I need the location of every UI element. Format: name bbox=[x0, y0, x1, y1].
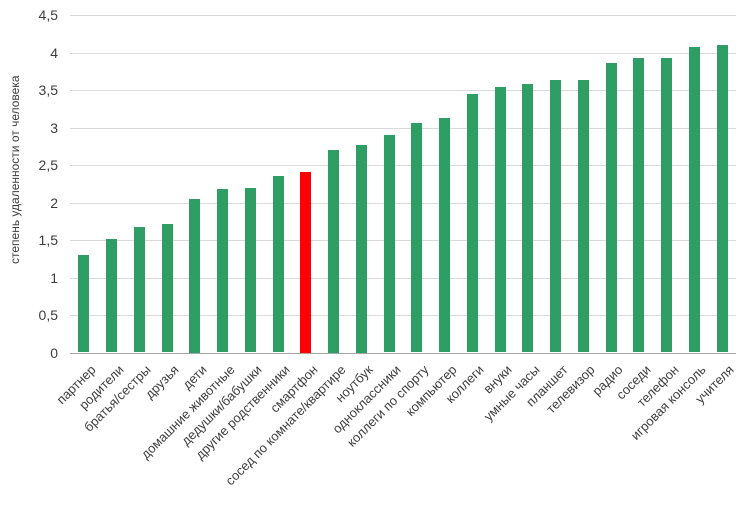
gridline bbox=[70, 277, 736, 279]
bar bbox=[633, 58, 645, 353]
y-tick-label: 2 bbox=[50, 194, 58, 211]
y-tick-label: 2,5 bbox=[38, 157, 58, 174]
bar bbox=[328, 149, 340, 353]
bar bbox=[272, 175, 284, 353]
bar bbox=[661, 58, 673, 353]
gridline bbox=[70, 315, 736, 317]
bar-highlighted bbox=[300, 172, 312, 353]
y-tick-label: 3,5 bbox=[38, 82, 58, 99]
bar bbox=[688, 46, 700, 353]
gridline bbox=[70, 127, 736, 129]
gridline bbox=[70, 202, 736, 204]
bar bbox=[133, 226, 145, 353]
y-tick-label: 1 bbox=[50, 269, 58, 286]
bar bbox=[439, 118, 451, 353]
y-tick-label: 4,5 bbox=[38, 7, 58, 24]
y-tick-label: 0,5 bbox=[38, 307, 58, 324]
y-tick-label: 3 bbox=[50, 119, 58, 136]
bar bbox=[605, 62, 617, 353]
bar bbox=[217, 189, 229, 353]
y-tick-label: 4 bbox=[50, 44, 58, 61]
bar bbox=[383, 135, 395, 353]
gridline bbox=[70, 165, 736, 167]
bar bbox=[355, 145, 367, 353]
bar bbox=[494, 87, 506, 353]
bar bbox=[550, 79, 562, 353]
gridline bbox=[70, 240, 736, 242]
bar bbox=[466, 94, 478, 353]
gridline bbox=[70, 15, 736, 17]
bar bbox=[522, 83, 534, 353]
bar bbox=[189, 199, 201, 353]
bar bbox=[716, 44, 728, 353]
bar bbox=[411, 123, 423, 353]
bar bbox=[577, 79, 589, 353]
gridline bbox=[70, 52, 736, 54]
x-axis-line bbox=[70, 352, 736, 354]
y-tick-label: 1,5 bbox=[38, 232, 58, 249]
bar bbox=[161, 224, 173, 353]
bar bbox=[244, 187, 256, 353]
bar bbox=[78, 255, 90, 353]
y-tick-label: 0 bbox=[50, 344, 58, 361]
gridline bbox=[70, 90, 736, 92]
bar bbox=[106, 238, 118, 353]
